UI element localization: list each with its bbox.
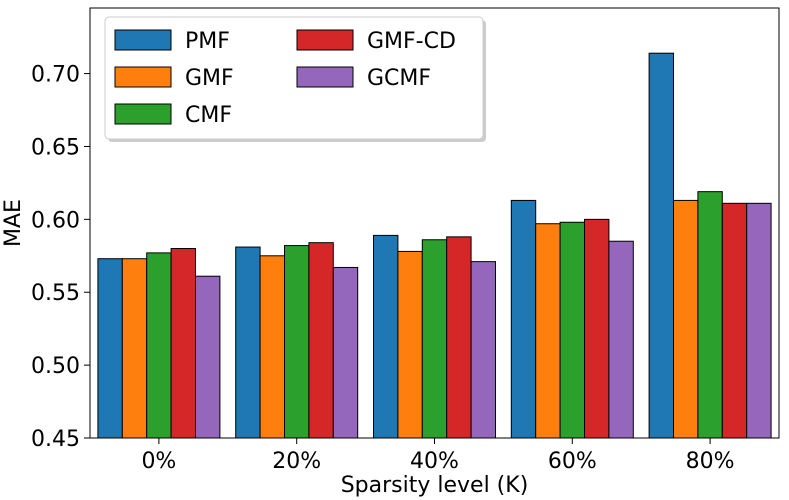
bar-gmf-2 xyxy=(397,250,423,439)
y-axis-ticks: 0.45 0.50 0.55 0.60 0.65 0.70 xyxy=(31,63,90,452)
plot-frame xyxy=(89,7,780,439)
x-tick-label: 80% xyxy=(686,449,735,474)
legend-swatch-pmf xyxy=(114,29,172,51)
y-tick-label: 0.60 xyxy=(31,208,80,233)
bar-pmf-4 xyxy=(648,52,674,439)
legend-label-gmf: GMF xyxy=(185,66,234,91)
y-tick-label: 0.70 xyxy=(31,63,80,88)
bar-gmf-3 xyxy=(535,223,561,439)
bar-gmf-0 xyxy=(121,258,148,439)
x-tick-label: 40% xyxy=(410,449,459,474)
bar-pmf-0 xyxy=(97,258,123,439)
y-axis-label: MAE xyxy=(1,199,26,247)
bar-gcmf-3 xyxy=(608,240,634,439)
bar-pmf-1 xyxy=(235,246,261,439)
bar-gcmf-0 xyxy=(195,275,221,439)
bar-cmf-2 xyxy=(421,239,448,439)
legend-swatch-gmf-cd xyxy=(296,29,354,51)
bar-gmf-4 xyxy=(673,199,699,439)
y-tick-label: 0.45 xyxy=(31,427,80,452)
bar-cmf-3 xyxy=(559,221,585,439)
legend-swatch-gmf xyxy=(114,66,172,88)
bar-gmf-cd-3 xyxy=(584,218,610,439)
bar-cmf-4 xyxy=(697,191,723,439)
bar-gmf-cd-1 xyxy=(308,242,334,439)
bar-cmf-0 xyxy=(146,252,172,439)
bar-pmf-3 xyxy=(510,199,537,439)
legend-label-gcmf: GCMF xyxy=(367,66,431,91)
bar-cmf-1 xyxy=(284,245,310,439)
bar-gmf-cd-4 xyxy=(721,202,748,439)
y-tick-label: 0.55 xyxy=(31,281,80,306)
x-axis-ticks: 0% 20% 40% 60% 80% xyxy=(141,438,735,474)
bar-gmf-cd-2 xyxy=(446,236,472,439)
legend-label-cmf: CMF xyxy=(185,103,232,128)
bars-group xyxy=(97,52,772,439)
bar-gcmf-4 xyxy=(746,202,772,439)
legend: PMF GMF CMF GMF-CD GCMF xyxy=(104,16,486,142)
bar-pmf-2 xyxy=(373,234,399,439)
x-tick-label: 20% xyxy=(272,449,321,474)
x-tick-label: 0% xyxy=(141,449,176,474)
legend-swatch-cmf xyxy=(114,103,172,125)
bar-gcmf-1 xyxy=(332,266,359,439)
legend-box xyxy=(104,16,484,140)
legend-label-pmf: PMF xyxy=(185,29,230,54)
y-tick-label: 0.65 xyxy=(31,135,80,160)
legend-swatch-gcmf xyxy=(296,66,354,88)
x-axis-label: Sparsity level (K) xyxy=(341,473,529,498)
bar-gmf-1 xyxy=(259,255,286,439)
x-tick-label: 60% xyxy=(548,449,597,474)
y-tick-label: 0.50 xyxy=(31,354,80,379)
bar-gcmf-2 xyxy=(470,261,497,439)
legend-label-gmf-cd: GMF-CD xyxy=(367,29,456,54)
bar-gmf-cd-0 xyxy=(170,248,197,439)
